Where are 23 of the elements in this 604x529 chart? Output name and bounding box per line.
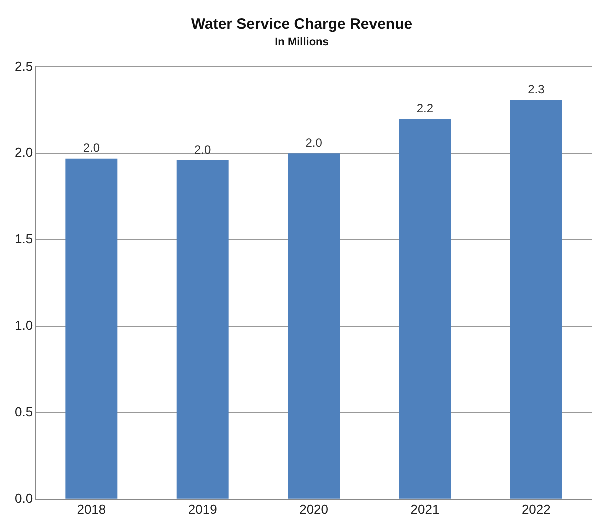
x-tick-label: 2022 [522,502,551,517]
chart-title: Water Service Charge Revenue [191,16,413,34]
x-tick-label: 2019 [188,502,218,517]
data-label: 2.2 [416,101,434,116]
y-tick-label: 2.5 [14,58,34,74]
y-tick-label: 0.5 [14,404,34,420]
bar [288,154,340,499]
bar [399,119,452,499]
chart-subtitle: In Millions [275,36,329,49]
x-tick-label: 2021 [410,502,440,517]
data-label: 2.0 [194,142,212,157]
x-tick-label: 2020 [300,502,328,517]
y-tick-label: 2.0 [14,145,34,160]
bar [176,160,229,499]
data-label: 2.3 [528,82,546,96]
y-tick-label: 1.0 [14,318,34,334]
y-tick-label: 0.0 [14,490,34,506]
data-label: 2.0 [83,141,100,156]
bar [510,100,562,499]
x-tick-label: 2018 [77,502,106,517]
data-label: 2.0 [306,136,323,150]
y-tick-label: 1.5 [14,232,34,247]
bar [66,158,118,499]
